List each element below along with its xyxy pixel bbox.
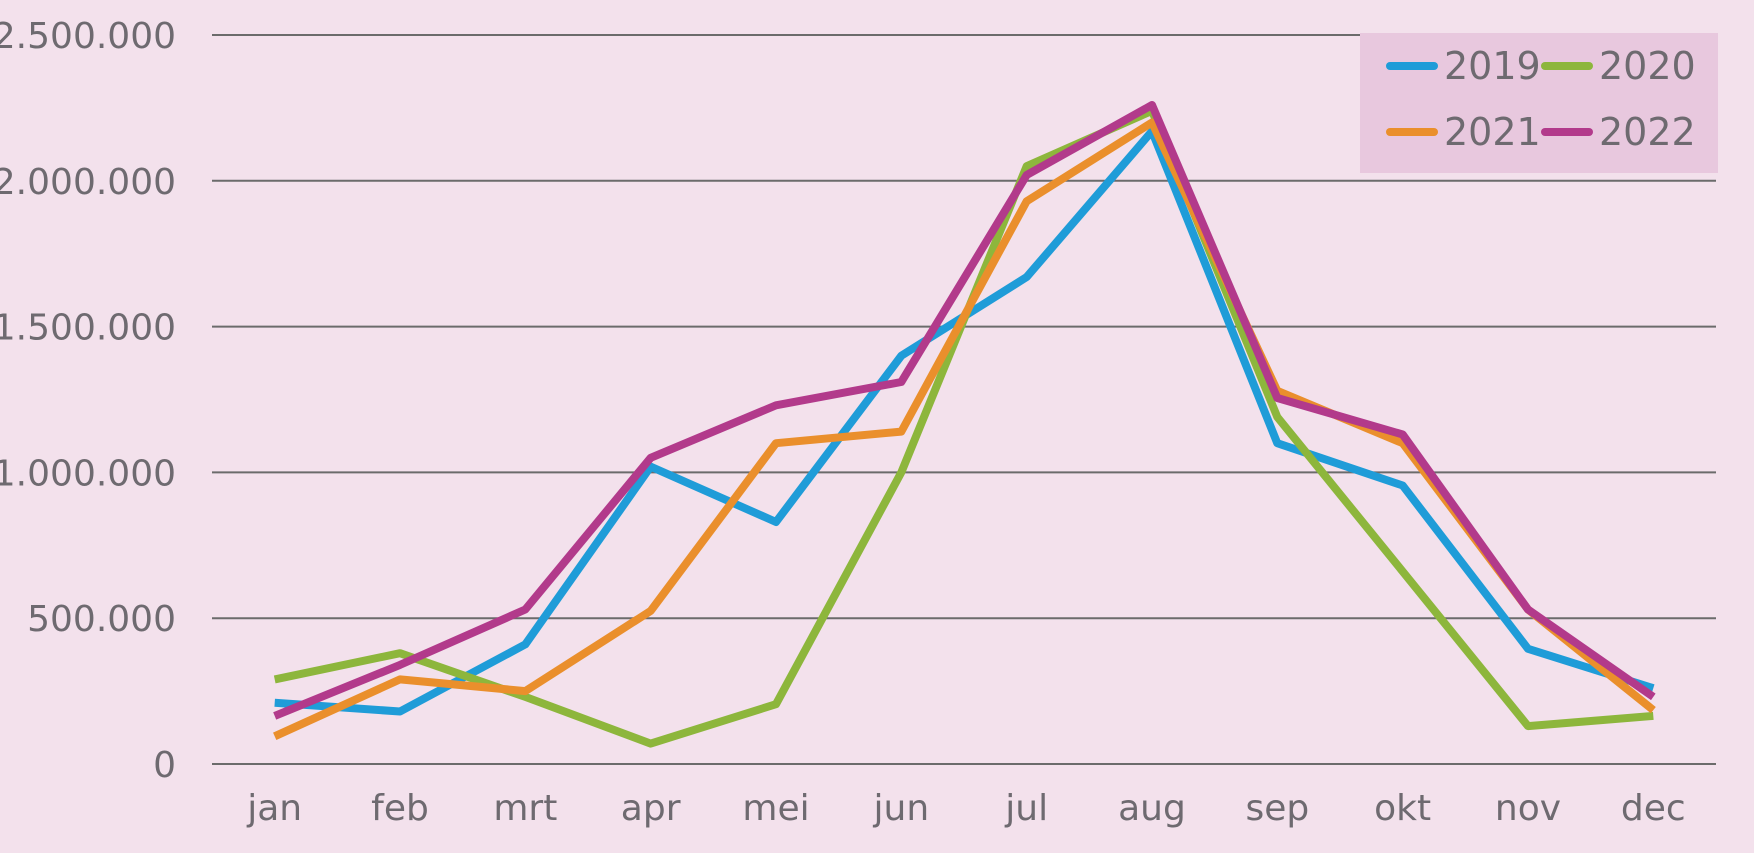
x-tick-label: jan (246, 788, 302, 829)
x-tick-label: nov (1495, 788, 1561, 829)
x-tick-label: dec (1621, 788, 1686, 829)
y-tick-label: 0 (153, 745, 176, 786)
legend-background (1360, 33, 1718, 173)
y-tick-label: 1.000.000 (0, 453, 176, 494)
gridlines (212, 34, 1716, 765)
legend-label: 2020 (1599, 44, 1696, 88)
x-tick-label: mrt (493, 788, 557, 829)
x-tick-label: mei (742, 788, 809, 829)
x-tick-label: okt (1374, 788, 1431, 829)
series-line-2022 (273, 101, 1656, 720)
y-tick-label: 500.000 (27, 599, 176, 640)
x-tick-label: jun (873, 788, 930, 829)
x-tick-label: apr (621, 788, 681, 829)
x-tick-label: aug (1118, 788, 1186, 829)
legend-label: 2022 (1599, 110, 1696, 154)
legend-entry-2019: 2019 (1386, 44, 1541, 88)
legend-label: 2019 (1444, 44, 1541, 88)
y-tick-label: 1.500.000 (0, 308, 176, 349)
y-tick-label: 2.000.000 (0, 162, 176, 203)
x-tick-label: sep (1245, 788, 1309, 829)
y-tick-label: 2.500.000 (0, 16, 176, 57)
y-axis-tick-labels: 0 500.000 1.000.000 1.500.000 2.000.000 2.500… (0, 16, 176, 786)
legend-entry-2020: 2020 (1541, 44, 1696, 88)
x-tick-label: jul (1004, 788, 1048, 829)
series-lines (273, 101, 1656, 748)
x-axis-tick-labels: jan feb mrt apr mei jun jul aug sep okt nov dec (246, 788, 1686, 829)
legend-entry-2021: 2021 (1386, 110, 1541, 154)
series-line-2021 (273, 118, 1656, 740)
series-line-2020 (273, 106, 1654, 748)
legend-entry-2022: 2022 (1541, 110, 1696, 154)
x-tick-label: feb (371, 788, 429, 829)
legend-label: 2021 (1444, 110, 1541, 154)
legend: 2019 2020 2021 2022 (1360, 33, 1718, 173)
